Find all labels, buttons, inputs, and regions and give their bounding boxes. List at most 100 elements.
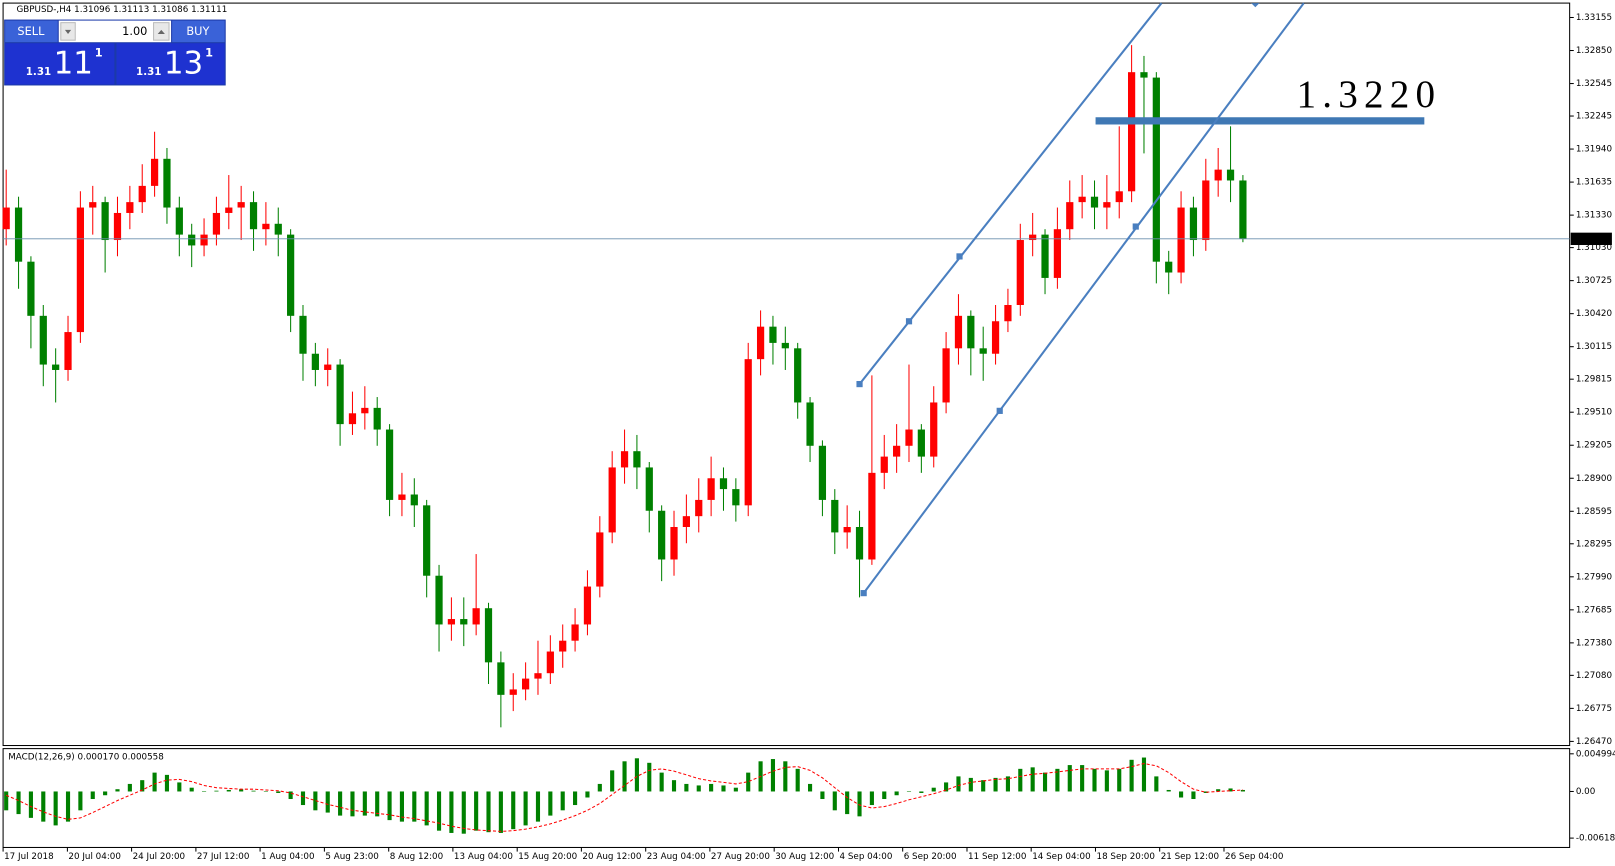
- macd-bar: [164, 774, 170, 792]
- macd-bar: [560, 791, 565, 811]
- channel-handles: [856, 223, 1139, 597]
- macd-bar: [152, 772, 157, 792]
- arrow-down: [64, 29, 72, 34]
- macd-bar: [535, 791, 541, 822]
- candle-body: [150, 158, 159, 186]
- trade-panel: SELL 1.00 BUY 1.31 11 1 1.31 13 1: [4, 19, 226, 86]
- y-tick-label: 1.31635: [1576, 178, 1612, 188]
- candle-body: [163, 158, 171, 208]
- y-tick-label: 1.32545: [1576, 79, 1612, 89]
- sell-price-frac: 1: [95, 46, 103, 60]
- handle: [905, 318, 913, 325]
- macd-bar: [239, 789, 244, 792]
- macd-bar: [795, 768, 800, 792]
- macd-bar: [140, 780, 145, 792]
- candle-body: [76, 207, 84, 333]
- candle-body: [447, 619, 456, 625]
- candle-body: [1041, 234, 1049, 278]
- macd-bar: [721, 785, 726, 792]
- macd-bar: [857, 791, 862, 817]
- trend-channel: [856, 2, 1305, 597]
- candle-body: [1029, 234, 1037, 241]
- candle-body: [299, 315, 307, 354]
- candle-body: [262, 223, 270, 230]
- macd-bar: [807, 783, 813, 792]
- candle-body: [348, 413, 357, 425]
- handle: [1251, 3, 1260, 8]
- macd-bar: [882, 791, 887, 800]
- macd-bar: [783, 761, 788, 792]
- level-label: 1.3220: [1297, 73, 1442, 116]
- macd-bar: [1228, 788, 1233, 792]
- y-tick-label: 1.28900: [1576, 474, 1612, 484]
- candle-body: [682, 516, 690, 527]
- candle-body: [212, 212, 221, 235]
- y-tick-label: 1.26470: [1576, 737, 1612, 747]
- macd-bar: [511, 791, 516, 830]
- macd-bar: [820, 791, 825, 800]
- sell-price-box[interactable]: [5, 43, 115, 85]
- macd-bar: [313, 791, 318, 811]
- buy-button[interactable]: [172, 20, 225, 43]
- x-tick-label: 26 Sep 04:00: [1225, 852, 1283, 862]
- macd-bar: [684, 783, 689, 792]
- macd-bar: [1042, 772, 1048, 792]
- macd-bar: [251, 790, 256, 792]
- candle-body: [769, 326, 777, 343]
- candle-body: [2, 207, 10, 230]
- y-tick-label: 1.31940: [1576, 145, 1612, 155]
- buy-price-box[interactable]: [116, 43, 225, 85]
- handle: [996, 407, 1003, 414]
- x-tick-label: 21 Sep 12:00: [1161, 852, 1219, 862]
- macd-bar: [1018, 768, 1023, 792]
- candle-body: [39, 315, 47, 365]
- candle-body: [1177, 207, 1185, 273]
- buy-label[interactable]: BUY: [186, 24, 209, 38]
- candle-body: [707, 478, 715, 500]
- y-tick-label: 0.004994: [1576, 749, 1615, 759]
- candle-body: [126, 202, 134, 213]
- candle-body: [744, 359, 752, 506]
- y-tick-label: 1.28295: [1576, 539, 1612, 549]
- candle-body: [1239, 180, 1247, 239]
- candle-body: [917, 429, 925, 457]
- candle-body: [89, 202, 97, 208]
- candle-body: [522, 678, 530, 690]
- macd-pane: [2, 748, 1571, 848]
- buy-price-big: 1.31: [136, 66, 161, 78]
- macd-bar: [659, 772, 664, 792]
- y-tick-label: 1.27380: [1576, 638, 1612, 648]
- macd-bar: [461, 791, 466, 834]
- candle-body: [942, 348, 950, 403]
- candle-body: [1090, 196, 1099, 208]
- candle-body: [274, 223, 282, 235]
- candle-body: [670, 526, 678, 560]
- candle-body: [497, 662, 505, 695]
- sell-label[interactable]: SELL: [17, 24, 45, 38]
- y-tick-label: 1.27990: [1576, 572, 1612, 582]
- candle-body: [843, 526, 851, 533]
- candle-body: [324, 364, 332, 370]
- candle-body: [695, 499, 703, 517]
- candle-body: [658, 510, 666, 560]
- macd-bar: [412, 791, 417, 822]
- candle-body: [101, 202, 109, 241]
- candle-body: [410, 494, 418, 506]
- lot-input[interactable]: [58, 20, 172, 43]
- y-tick-label: -0.006184: [1576, 834, 1615, 844]
- macd-bar: [498, 791, 503, 833]
- candle-body: [1078, 196, 1086, 203]
- candle-body: [1053, 229, 1062, 278]
- candle-body: [423, 505, 431, 576]
- macd-bar: [597, 783, 602, 792]
- macd-bar: [103, 791, 108, 796]
- indicator-title: MACD(12,26,9) 0.000170 0.000558: [8, 752, 164, 762]
- candle-body: [237, 202, 245, 208]
- lot-value[interactable]: 1.00: [122, 24, 147, 38]
- sell-button[interactable]: [5, 20, 58, 43]
- candle-body: [756, 326, 765, 360]
- y-tick-label: 1.33155: [1576, 13, 1612, 23]
- candle-body: [893, 445, 901, 457]
- macd-bar: [1166, 789, 1171, 792]
